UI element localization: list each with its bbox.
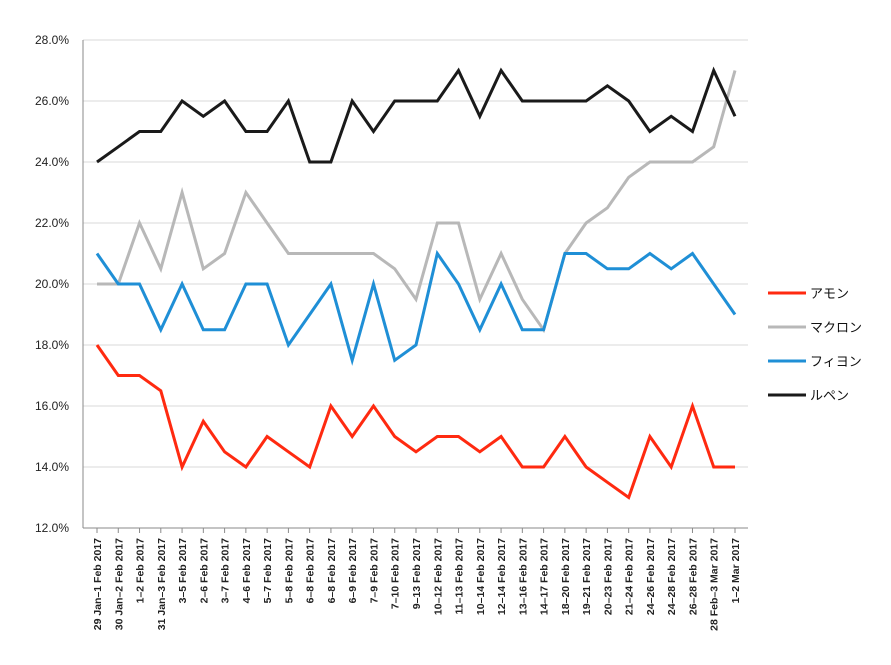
x-tick-label: 7–10 Feb 2017 (390, 538, 402, 609)
x-axis: 29 Jan–1 Feb 2017 30 Jan–2 Feb 2017 1–2 Fe… (83, 527, 748, 631)
x-tick-label: 9–13 Feb 2017 (411, 538, 423, 609)
x-tick-label: 11–13 Feb 2017 (454, 538, 466, 615)
x-tick-label: 10–12 Feb 2017 (432, 538, 444, 615)
legend-label: ルペン (810, 389, 849, 404)
y-tick-label: 14.0% (35, 460, 69, 474)
series-line-3 (96, 66, 737, 164)
y-tick-label: 18.0% (35, 338, 69, 352)
legend-label: フィヨン (810, 355, 862, 370)
y-tick-label: 28.0% (35, 33, 69, 47)
gridlines (83, 39, 748, 529)
x-tick-label: 10–14 Feb 2017 (475, 538, 487, 615)
y-tick-label: 16.0% (35, 399, 69, 413)
x-tick-label: 21–24 Feb 2017 (624, 538, 636, 615)
series-line-0 (95, 344, 735, 500)
x-tick-label: 29 Jan–1 Feb 2017 (92, 538, 104, 630)
x-tick-label: 5–8 Feb 2017 (283, 538, 295, 604)
x-tick-label: 30 Jan–2 Feb 2017 (113, 538, 125, 630)
x-tick-label: 3–5 Feb 2017 (177, 538, 189, 604)
x-tick-label: 1–2 Feb 2017 (135, 538, 147, 604)
x-tick-label: 19–21 Feb 2017 (581, 538, 593, 615)
y-tick-label: 12.0% (35, 521, 69, 535)
legend-label: アモン (810, 287, 849, 302)
series-line-2 (95, 249, 737, 366)
x-tick-label: 4–6 Feb 2017 (241, 538, 253, 604)
x-tick-label: 31 Jan–3 Feb 2017 (156, 538, 168, 630)
y-tick-label: 20.0% (35, 277, 69, 291)
legend-label: マクロン (810, 321, 862, 336)
x-tick-label: 18–20 Feb 2017 (560, 538, 572, 615)
x-tick-label: 24–26 Feb 2017 (645, 538, 657, 615)
y-tick-label: 26.0% (35, 94, 69, 108)
x-tick-label: 1–2 Mar 2017 (730, 538, 742, 604)
x-tick-label: 12–14 Feb 2017 (496, 538, 508, 615)
x-tick-label: 6–9 Feb 2017 (347, 538, 359, 604)
x-tick-label: 5–7 Feb 2017 (262, 538, 274, 604)
y-tick-label: 24.0% (35, 155, 69, 169)
series-line-1 (97, 70, 737, 334)
x-tick-label: 28 Feb–3 Mar 2017 (709, 538, 721, 631)
y-tick-label: 22.0% (35, 216, 69, 230)
x-tick-label: 13–16 Feb 2017 (517, 538, 529, 615)
x-tick-label: 7–9 Feb 2017 (368, 538, 380, 604)
y-axis: 12.0% 14.0% 16.0% 18.0% 20.0% 22.0% 24.0% 26.0%… (35, 33, 84, 535)
series-lines (95, 66, 737, 500)
x-tick-label: 3–7 Feb 2017 (220, 538, 232, 604)
x-tick-label: 20–23 Feb 2017 (602, 538, 614, 615)
x-tick-label: 6–8 Feb 2017 (326, 538, 338, 604)
x-tick-label: 6–8 Feb 2017 (305, 538, 317, 604)
x-tick-label: 2–6 Feb 2017 (198, 538, 210, 604)
x-tick-label: 14–17 Feb 2017 (539, 538, 551, 615)
x-tick-label: 24–28 Feb 2017 (666, 538, 678, 615)
x-tick-label: 26–28 Feb 2017 (687, 538, 699, 615)
